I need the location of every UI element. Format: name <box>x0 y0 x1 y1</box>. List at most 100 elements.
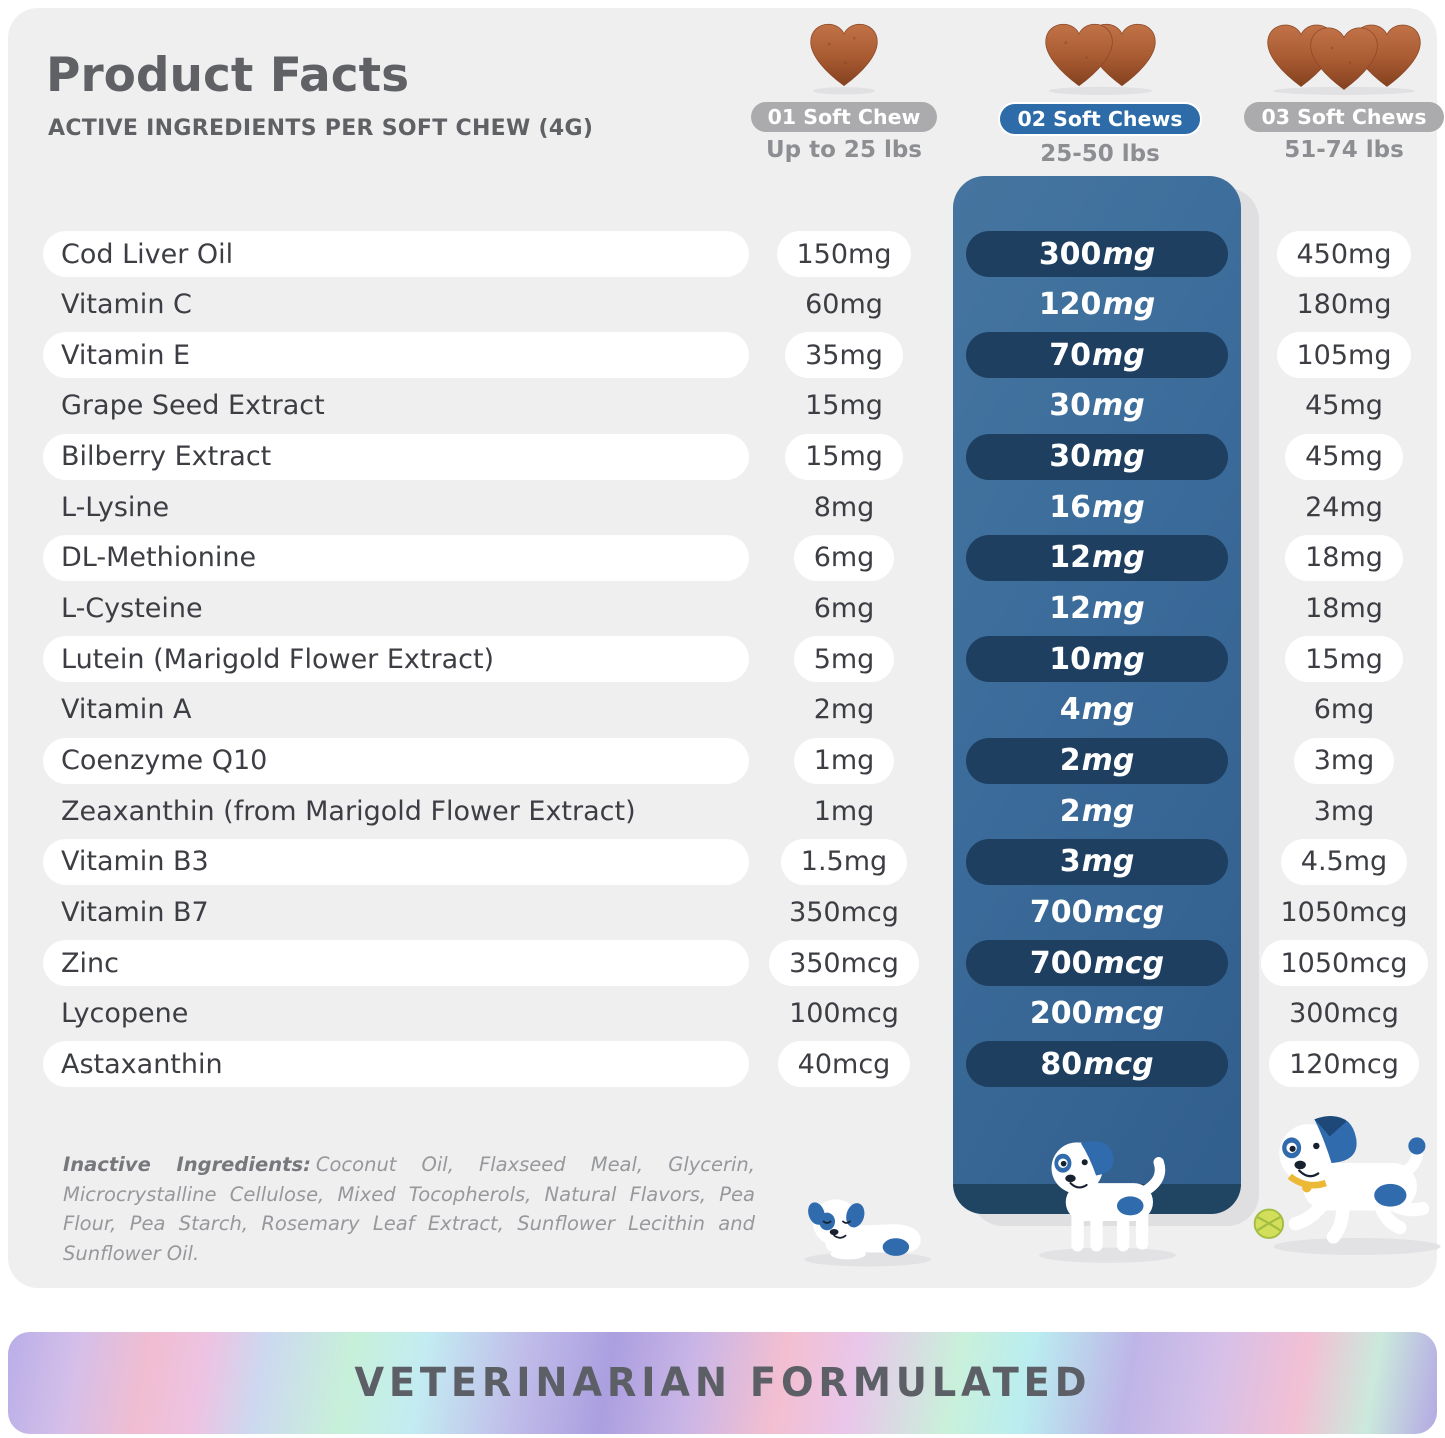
dose-value: 40mcg <box>777 1041 911 1088</box>
dose-cell-3-chews: 180mg <box>1255 282 1433 328</box>
ingredient-name: L-Lysine <box>61 491 170 523</box>
dose-number: 16 <box>1049 489 1091 525</box>
dose-value: 35mg <box>785 332 903 379</box>
dose-value: 350mcg <box>769 940 919 987</box>
ingredient-name-cell: Grape Seed Extract <box>43 383 749 429</box>
dose-number: 4 <box>1059 692 1081 728</box>
column-header-1-chew: 01 Soft Chew Up to 25 lbs <box>719 22 969 163</box>
dose-cell-1-chew: 35mg <box>755 332 933 379</box>
dose-cell-3-chews: 6mg <box>1255 687 1433 733</box>
dose-cell-2-chews: 700 mcg <box>953 889 1241 935</box>
dose-value: 150mg <box>776 231 912 277</box>
dose-value-highlighted: 3 mg <box>966 838 1228 885</box>
dose-value: 18mg <box>1305 593 1383 624</box>
dose-value: 15mg <box>1285 636 1403 683</box>
table-row: Vitamin B3 1.5mg 3 mg 4.5mg <box>8 838 1437 885</box>
holographic-banner: VETERINARIAN FORMULATED <box>8 1332 1437 1434</box>
dose-cell-1-chew: 150mg <box>755 231 933 277</box>
ingredient-name-cell: Cod Liver Oil <box>43 231 749 277</box>
table-row: Grape Seed Extract 15mg 30 mg 45mg <box>8 383 1437 429</box>
dose-value: 120mcg <box>1269 1041 1419 1088</box>
dose-cell-3-chews: 18mg <box>1255 534 1433 581</box>
dose-cell-3-chews: 1050mcg <box>1255 889 1433 935</box>
dose-cell-1-chew: 6mg <box>755 586 933 632</box>
dose-value-highlighted: 70 mg <box>966 332 1228 379</box>
ingredient-name-cell: DL-Methionine <box>43 534 749 581</box>
dose-cell-2-chews: 2 mg <box>953 737 1241 784</box>
dose-cell-3-chews: 4.5mg <box>1255 838 1433 885</box>
dose-unit: mg <box>1092 388 1145 424</box>
dose-value: 45mg <box>1285 433 1403 480</box>
dose-value-highlighted: 700 mcg <box>1030 895 1164 930</box>
column-header-3-chews: 03 Soft Chews 51-74 lbs <box>1219 22 1445 163</box>
inactive-ingredients-text: Coconut Oil, Flaxseed Meal, Glycerin, Mi… <box>63 1153 755 1265</box>
page-title: Product Facts <box>46 48 410 103</box>
dose-cell-1-chew: 350mcg <box>755 889 933 935</box>
dose-number: 12 <box>1049 540 1091 576</box>
table-row: L-Cysteine 6mg 12 mg 18mg <box>8 586 1437 632</box>
ingredient-name-cell: Lutein (Marigold Flower Extract) <box>43 636 749 683</box>
dose-unit: mg <box>1102 236 1156 272</box>
dose-value: 6mg <box>793 534 895 581</box>
dose-value-highlighted: 12 mg <box>966 534 1228 581</box>
dose-value: 6mg <box>813 593 875 624</box>
ingredient-name-cell: L-Lysine <box>43 484 749 530</box>
dose-number: 200 <box>1029 996 1093 1032</box>
table-row: Vitamin E 35mg 70 mg 105mg <box>8 332 1437 379</box>
ingredient-name-cell: Vitamin B3 <box>43 838 749 885</box>
dose-unit: mcg <box>1093 894 1165 930</box>
ingredient-name: Coenzyme Q10 <box>61 745 268 776</box>
dose-number: 12 <box>1049 591 1091 626</box>
dose-number: 700 <box>1029 894 1093 930</box>
dose-value: 8mg <box>813 491 875 523</box>
dose-value-highlighted: 10 mg <box>966 636 1228 683</box>
ingredient-name-cell: Astaxanthin <box>43 1041 749 1088</box>
dose-value: 15mg <box>785 433 903 480</box>
ingredient-name: Zeaxanthin (from Marigold Flower Extract… <box>61 795 636 827</box>
dose-unit: mcg <box>1093 945 1165 981</box>
table-row: Cod Liver Oil 150mg 300 mg 450mg <box>8 231 1437 277</box>
ingredient-name: Zinc <box>61 947 119 979</box>
ingredient-name-cell: Bilberry Extract <box>43 433 749 480</box>
page-subtitle: ACTIVE INGREDIENTS PER SOFT CHEW (4G) <box>48 116 594 141</box>
ingredients-table: Cod Liver Oil 150mg 300 mg 450mg Vitamin C 60m… <box>8 8 1437 1288</box>
dose-unit: mg <box>1102 287 1156 323</box>
dose-unit: mg <box>1092 439 1145 475</box>
dose-value-highlighted: 30 mg <box>966 433 1228 480</box>
chew-count-pill: 03 Soft Chews <box>1244 102 1444 133</box>
dose-cell-3-chews: 120mcg <box>1255 1041 1433 1088</box>
ingredient-name: L-Cysteine <box>61 593 203 624</box>
dose-number: 70 <box>1049 337 1091 373</box>
dose-value: 4.5mg <box>1280 838 1408 885</box>
weight-range-label: 25-50 lbs <box>1040 141 1160 168</box>
dose-value: 180mg <box>1296 289 1392 321</box>
soft-chew-icon-single <box>810 23 878 95</box>
soft-chew-icon-double <box>1044 23 1156 95</box>
dose-cell-2-chews: 700 mcg <box>953 940 1241 987</box>
dose-unit: mcg <box>1083 1046 1154 1082</box>
dose-value: 5mg <box>793 636 895 683</box>
dose-value-highlighted: 80 mcg <box>966 1041 1228 1088</box>
table-row: L-Lysine 8mg 16 mg 24mg <box>8 484 1437 530</box>
ingredient-name: Vitamin E <box>61 339 191 371</box>
dose-cell-1-chew: 6mg <box>755 534 933 581</box>
walking-puppy-illustration <box>1039 1141 1176 1263</box>
dose-cell-1-chew: 15mg <box>755 433 933 480</box>
dose-cell-2-chews: 200 mcg <box>953 991 1241 1037</box>
dose-value: 24mg <box>1305 491 1383 523</box>
dose-number: 2 <box>1059 793 1081 829</box>
dose-cell-2-chews: 12 mg <box>953 534 1241 581</box>
dose-value: 105mg <box>1276 332 1412 379</box>
dose-value-highlighted: 30 mg <box>1049 388 1144 423</box>
ingredient-name-cell: Coenzyme Q10 <box>43 737 749 784</box>
dose-cell-3-chews: 45mg <box>1255 433 1433 480</box>
dose-value-highlighted: 12 mg <box>1049 591 1144 626</box>
dose-number: 30 <box>1049 439 1091 475</box>
dose-cell-3-chews: 1050mcg <box>1255 940 1433 987</box>
dose-value: 2mg <box>813 694 875 726</box>
dose-number: 30 <box>1049 388 1091 424</box>
dose-cell-1-chew: 1mg <box>755 788 933 834</box>
ingredient-name: Astaxanthin <box>61 1048 223 1080</box>
dose-cell-1-chew: 5mg <box>755 636 933 683</box>
